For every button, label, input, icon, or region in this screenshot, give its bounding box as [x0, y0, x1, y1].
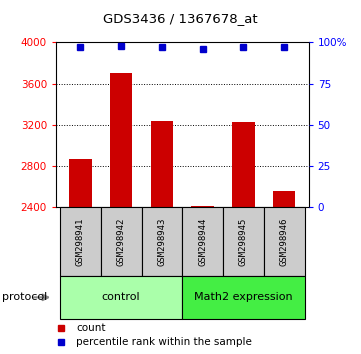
Bar	[273, 190, 295, 207]
Bar	[101, 207, 142, 276]
Text: GSM298943: GSM298943	[157, 217, 166, 266]
Bar	[110, 73, 132, 207]
Text: GSM298942: GSM298942	[117, 217, 126, 266]
Bar	[264, 207, 305, 276]
Bar	[60, 207, 101, 276]
Bar	[69, 159, 92, 207]
Bar	[151, 121, 173, 207]
Text: GSM298944: GSM298944	[198, 217, 207, 266]
Bar	[223, 207, 264, 276]
Bar	[142, 207, 182, 276]
Text: GSM298945: GSM298945	[239, 217, 248, 266]
Bar	[182, 207, 223, 276]
Text: percentile rank within the sample: percentile rank within the sample	[76, 337, 252, 348]
Text: count: count	[76, 322, 106, 332]
Text: control: control	[102, 292, 140, 302]
Bar	[182, 276, 305, 319]
Bar	[191, 206, 214, 207]
Text: GDS3436 / 1367678_at: GDS3436 / 1367678_at	[103, 12, 258, 25]
Bar	[60, 276, 182, 319]
Text: protocol: protocol	[2, 292, 47, 302]
Text: GSM298946: GSM298946	[280, 217, 289, 266]
Text: Math2 expression: Math2 expression	[194, 292, 293, 302]
Text: GSM298941: GSM298941	[76, 217, 85, 266]
Bar	[232, 122, 255, 207]
